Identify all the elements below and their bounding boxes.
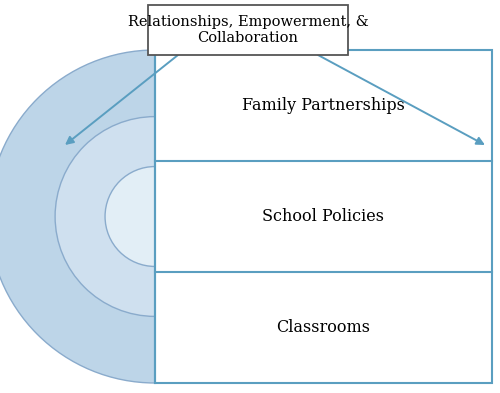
Wedge shape [105, 167, 155, 266]
Text: Classrooms: Classrooms [276, 319, 370, 336]
Bar [148, 5, 348, 55]
Wedge shape [55, 117, 155, 316]
Text: School Policies: School Policies [262, 208, 384, 225]
Text: Relationships, Empowerment, &
Collaboration: Relationships, Empowerment, & Collaborat… [128, 15, 368, 45]
Wedge shape [0, 50, 155, 383]
Bar [155, 50, 492, 383]
Text: Family Partnerships: Family Partnerships [242, 97, 405, 114]
